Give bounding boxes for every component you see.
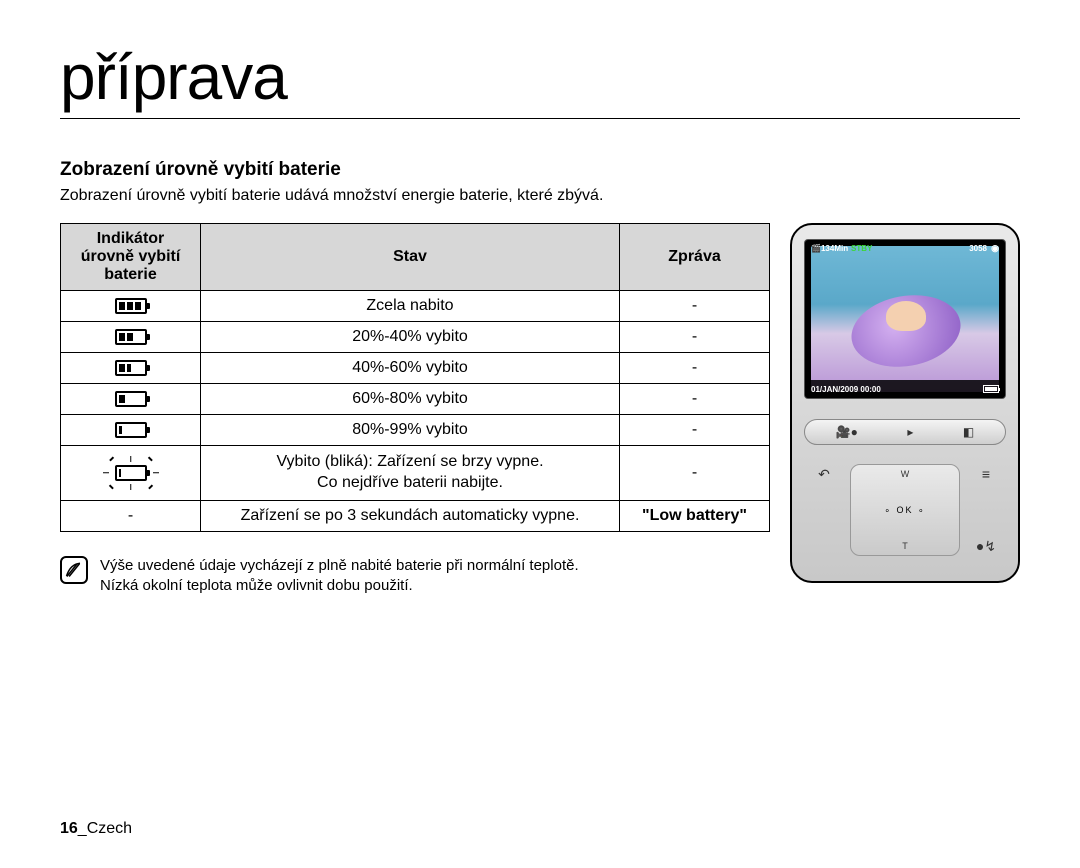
back-button[interactable]: ↶ (818, 466, 830, 483)
osd-count: 3058 (969, 244, 987, 253)
msg-cell: - (620, 322, 770, 353)
camera-icon: ◉ (991, 243, 999, 254)
dpad-up-label: W (901, 469, 910, 479)
battery-icon (115, 422, 147, 438)
table-row: - Zařízení se po 3 sekundách automaticky… (61, 500, 770, 531)
battery-icon (115, 391, 147, 407)
menu-button[interactable]: ≡ (982, 466, 990, 482)
section-desc: Zobrazení úrovně vybití baterie udává mn… (60, 187, 1020, 205)
msg-cell: - (620, 353, 770, 384)
state-cell: 20%-40% vybito (201, 322, 620, 353)
state-cell: 60%-80% vybito (201, 384, 620, 415)
osd-status: STBY (851, 244, 872, 253)
table-row: 20%-40% vybito - (61, 322, 770, 353)
dpad-down-label: T (902, 541, 908, 551)
battery-icon (115, 329, 147, 345)
mode-selector[interactable]: 🎥● ▸ ◧ (804, 419, 1006, 445)
table-row: 40%-60% vybito - (61, 353, 770, 384)
msg-cell: - (620, 384, 770, 415)
device-screen: 🎬134Min STBY 3058 ◉ 01/JAN/2009 00:00 (804, 239, 1006, 399)
camcorder-device: 🎬134Min STBY 3058 ◉ 01/JAN/2009 00:00 🎥●… (790, 223, 1020, 583)
msg-cell: - (620, 415, 770, 446)
osd-time: 🎬134Min (811, 244, 848, 253)
state-cell: 40%-60% vybito (201, 353, 620, 384)
battery-icon (115, 360, 147, 376)
battery-icon (115, 298, 147, 314)
dpad[interactable]: W ∘ OK ∘ T (850, 464, 960, 556)
video-mode-icon[interactable]: 🎥● (836, 425, 858, 439)
th-message: Zpráva (620, 224, 770, 291)
photo-mode-icon[interactable]: ◧ (963, 425, 974, 439)
msg-cell: - (620, 446, 770, 501)
note-icon (60, 556, 88, 584)
table-row: 60%-80% vybito - (61, 384, 770, 415)
state-cell: 80%-99% vybito (201, 415, 620, 446)
osd-battery-icon (983, 385, 999, 393)
th-indicator: Indikátor úrovně vybití baterie (61, 224, 201, 291)
th-state: Stav (201, 224, 620, 291)
table-row: Vybito (bliká): Zařízení se brzy vypne. … (61, 446, 770, 501)
page-title: příprava (60, 40, 1020, 119)
dpad-ok-label[interactable]: ∘ OK ∘ (884, 505, 925, 516)
msg-cell: - (620, 291, 770, 322)
page-number: 16_Czech (60, 820, 132, 838)
battery-blink-icon (107, 458, 155, 488)
osd-date: 01/JAN/2009 00:00 (811, 385, 881, 394)
state-cell: Zařízení se po 3 sekundách automaticky v… (201, 500, 620, 531)
state-cell: Zcela nabito (201, 291, 620, 322)
state-cell: Vybito (bliká): Zařízení se brzy vypne. … (201, 446, 620, 501)
battery-table: Indikátor úrovně vybití baterie Stav Zpr… (60, 223, 770, 532)
table-row: 80%-99% vybito - (61, 415, 770, 446)
note-text: Výše uvedené údaje vycházejí z plně nabi… (100, 556, 579, 597)
play-mode-icon[interactable]: ▸ (907, 425, 913, 439)
rec-button[interactable]: ●↯ (976, 538, 996, 555)
table-row: Zcela nabito - (61, 291, 770, 322)
msg-cell: "Low battery" (620, 500, 770, 531)
indicator-cell: - (61, 500, 201, 531)
section-title: Zobrazení úrovně vybití baterie (60, 159, 1020, 181)
